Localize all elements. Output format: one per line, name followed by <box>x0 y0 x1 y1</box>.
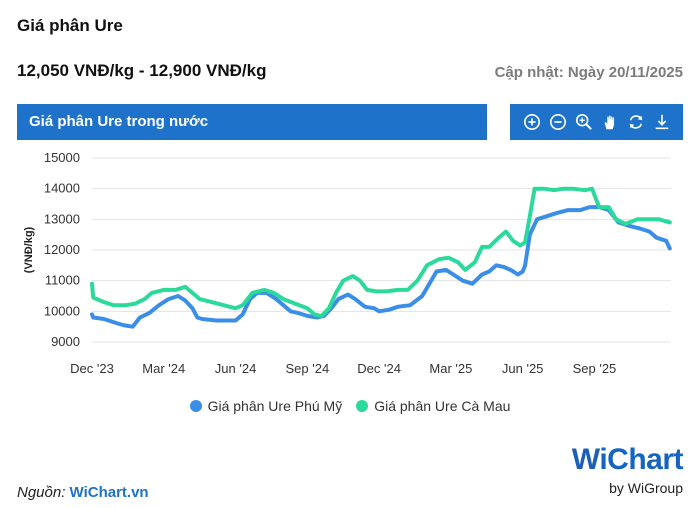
reset-icon[interactable] <box>626 112 646 132</box>
pan-hand-icon[interactable] <box>600 112 620 132</box>
x-tick-label: Dec '23 <box>70 361 114 376</box>
wichart-logo: WiChart by WiGroup <box>571 443 684 497</box>
y-tick-label: 15000 <box>44 150 80 165</box>
x-tick-label: Dec '24 <box>357 361 401 376</box>
x-tick-label: Sep '24 <box>285 361 329 376</box>
y-tick-label: 13000 <box>44 211 80 226</box>
logo-subtitle: by WiGroup <box>609 480 683 496</box>
source-prefix: Nguồn: <box>17 484 66 501</box>
page-title: Giá phân Ure <box>17 16 123 35</box>
zoom-out-icon[interactable] <box>548 112 568 132</box>
legend-item-ca-mau[interactable]: Giá phân Ure Cà Mau <box>356 398 510 414</box>
price-range: 12,050 VNĐ/kg - 12,900 VNĐ/kg <box>17 61 267 80</box>
series-line-ca-mau[interactable] <box>90 186 672 318</box>
y-tick-label: 10000 <box>44 303 80 318</box>
section-title-bar: Giá phân Ure trong nước <box>17 104 487 140</box>
legend-label-ca-mau: Giá phân Ure Cà Mau <box>374 398 511 414</box>
x-tick-label: Sep '25 <box>573 361 617 376</box>
y-tick-label: 12000 <box>44 242 80 257</box>
price-line-chart: 15000 14000 13000 12000 11000 10000 9000 Dec '… <box>23 150 672 376</box>
x-axis-ticks: Dec '23 Mar '24 Jun '24 Sep '24 Dec '24 Mar '… <box>70 361 616 376</box>
legend-item-phu-my[interactable]: Giá phân Ure Phú Mỹ <box>189 398 343 414</box>
chart-legend: Giá phân Ure Phú Mỹ Giá phân Ure Cà Mau <box>0 398 700 414</box>
legend-dot-phu-my <box>189 400 202 412</box>
chart-series <box>90 186 672 329</box>
legend-dot-ca-mau <box>356 400 369 412</box>
x-tick-label: Mar '25 <box>429 361 472 376</box>
logo-wordmark: WiChart <box>571 443 684 476</box>
updated-date: Cập nhật: Ngày 20/11/2025 <box>494 64 683 81</box>
chart-gridlines <box>92 157 671 343</box>
y-axis-label: (VNĐ/kg) <box>23 226 35 273</box>
source-note: Nguồn: WiChart.vn <box>17 484 149 501</box>
zoom-in-icon[interactable] <box>522 112 542 132</box>
y-tick-label: 9000 <box>51 334 80 349</box>
x-tick-label: Jun '24 <box>215 361 257 376</box>
y-tick-label: 11000 <box>45 273 80 288</box>
download-icon[interactable] <box>652 112 672 132</box>
magnify-icon[interactable] <box>574 112 594 132</box>
x-tick-label: Jun '25 <box>502 361 544 376</box>
legend-label-phu-my: Giá phân Ure Phú Mỹ <box>207 398 343 414</box>
x-tick-label: Mar '24 <box>142 361 185 376</box>
series-line-phu-my[interactable] <box>90 205 672 329</box>
y-axis-ticks: 15000 14000 13000 12000 11000 10000 9000 <box>44 150 80 349</box>
chart-toolbar <box>510 104 683 140</box>
source-link[interactable]: WiChart.vn <box>69 484 149 501</box>
y-tick-label: 14000 <box>44 181 80 196</box>
